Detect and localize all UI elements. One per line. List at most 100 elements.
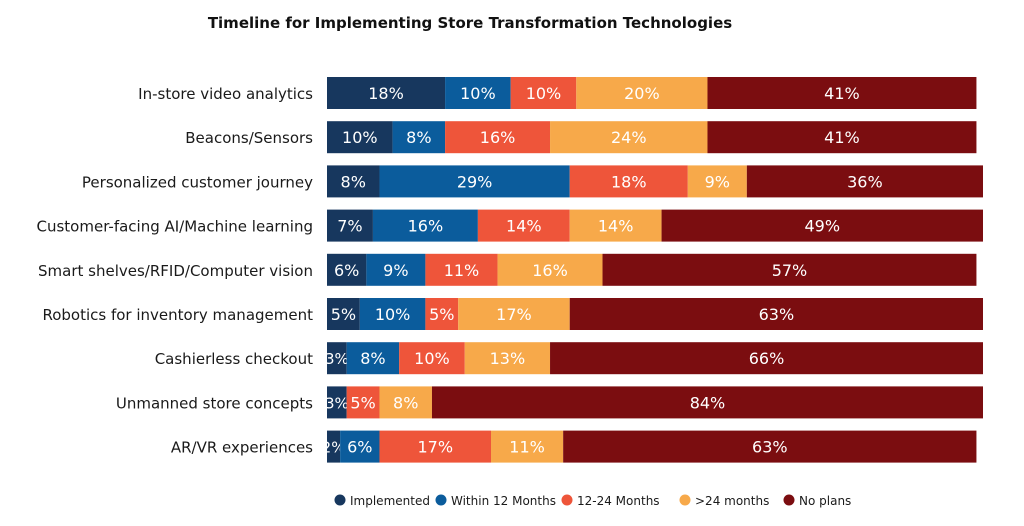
data-label: 84% xyxy=(690,393,726,412)
bar-segment xyxy=(425,253,498,286)
category-label: Unmanned store concepts xyxy=(116,394,313,412)
data-label: 8% xyxy=(406,128,431,147)
data-label: 11% xyxy=(444,261,480,280)
bar-segment xyxy=(366,253,426,286)
legend-item: Implemented xyxy=(334,494,430,508)
legend-label: Within 12 Months xyxy=(451,494,556,508)
data-label: 57% xyxy=(772,261,808,280)
data-label: 11% xyxy=(509,438,545,457)
category-label: Cashierless checkout xyxy=(155,350,313,368)
data-label: 20% xyxy=(624,84,660,103)
data-label: 5% xyxy=(429,305,454,324)
bar-segment xyxy=(379,386,432,419)
bar-segment xyxy=(602,253,977,286)
legend-item: Within 12 Months xyxy=(435,494,556,508)
bar-segment xyxy=(327,121,393,154)
bar-row: Smart shelves/RFID/Computer vision 6% 9% 11… xyxy=(38,253,977,286)
bar-segment xyxy=(687,165,747,198)
bar-segment xyxy=(491,430,564,463)
category-label: Customer-facing AI/Machine learning xyxy=(37,218,314,236)
data-label: 63% xyxy=(752,438,788,457)
bar-segment xyxy=(372,209,478,242)
bar-segment xyxy=(340,430,380,463)
bar-segment xyxy=(510,77,577,109)
bar-segment xyxy=(327,430,341,463)
legend-swatch xyxy=(334,494,346,506)
bar-segment xyxy=(576,77,708,109)
bar-segment xyxy=(569,298,983,330)
data-label: 9% xyxy=(705,172,730,191)
data-label: 10% xyxy=(342,128,378,147)
bar-segment xyxy=(327,342,347,375)
bar-segment xyxy=(327,209,373,242)
bar-segment xyxy=(746,165,983,198)
bar-row: Cashierless checkout 3% 8% 10% 13% 66% xyxy=(155,342,983,375)
data-label: 17% xyxy=(496,305,532,324)
data-label: 3% xyxy=(325,394,349,412)
legend-label: Implemented xyxy=(350,494,430,508)
bar-segment xyxy=(569,209,662,242)
bar-segment xyxy=(359,298,426,330)
bar-segment xyxy=(327,298,360,330)
data-label: 2% xyxy=(322,439,346,457)
data-label: 10% xyxy=(375,305,411,324)
data-label: 5% xyxy=(331,305,356,324)
bar-segment xyxy=(392,121,446,154)
data-label: 8% xyxy=(360,349,385,368)
bar-segment xyxy=(327,386,347,419)
bar-segment xyxy=(707,121,977,154)
data-label: 41% xyxy=(824,84,860,103)
data-label: 13% xyxy=(490,349,526,368)
bar-row: Beacons/Sensors 10% 8% 16% 24% 41% xyxy=(185,121,977,154)
data-label: 18% xyxy=(611,172,647,191)
data-label: 10% xyxy=(460,84,496,103)
bar-segment xyxy=(346,386,380,419)
data-label: 63% xyxy=(759,305,795,324)
data-label: 16% xyxy=(480,128,516,147)
bar-segment xyxy=(445,77,511,109)
data-label: 10% xyxy=(414,349,450,368)
chart-title: Timeline for Implementing Store Transfor… xyxy=(207,14,733,32)
legend: Implemented Within 12 Months 12-24 Months >… xyxy=(334,494,851,508)
category-label: Beacons/Sensors xyxy=(185,129,313,147)
data-label: 17% xyxy=(417,438,453,457)
bar-segment xyxy=(399,342,465,375)
legend-swatch xyxy=(561,494,573,506)
bar-segment xyxy=(327,165,380,198)
data-label: 8% xyxy=(341,172,366,191)
legend-label: 12-24 Months xyxy=(577,494,660,508)
data-label: 10% xyxy=(526,84,562,103)
data-label: 24% xyxy=(611,128,647,147)
data-label: 7% xyxy=(337,217,362,236)
bar-segment xyxy=(346,342,400,375)
legend-item: No plans xyxy=(783,494,851,508)
bar-segment xyxy=(327,253,367,286)
bar-segment xyxy=(497,253,603,286)
legend-swatch xyxy=(435,494,447,506)
data-label: 14% xyxy=(506,217,542,236)
data-label: 14% xyxy=(598,217,634,236)
legend-item: 12-24 Months xyxy=(561,494,660,508)
legend-label: >24 months xyxy=(695,494,769,508)
bar-segment xyxy=(327,77,446,109)
data-label: 16% xyxy=(532,261,568,280)
category-label: AR/VR experiences xyxy=(171,439,313,457)
bar-segment xyxy=(431,386,984,419)
data-label: 16% xyxy=(408,217,444,236)
data-label: 18% xyxy=(368,84,404,103)
bar-segment xyxy=(464,342,551,375)
category-label: Smart shelves/RFID/Computer vision xyxy=(38,262,313,280)
data-label: 66% xyxy=(749,349,785,368)
data-label: 29% xyxy=(457,172,493,191)
data-label: 6% xyxy=(347,438,372,457)
data-label: 6% xyxy=(334,261,359,280)
bar-segment xyxy=(569,165,688,198)
legend-swatch xyxy=(783,494,795,506)
bar-segment xyxy=(379,165,570,198)
bar-segment xyxy=(425,298,459,330)
data-label: 41% xyxy=(824,128,860,147)
bar-segment xyxy=(550,342,983,375)
bar-row: Robotics for inventory management 5% 10% 5%… xyxy=(42,298,983,330)
